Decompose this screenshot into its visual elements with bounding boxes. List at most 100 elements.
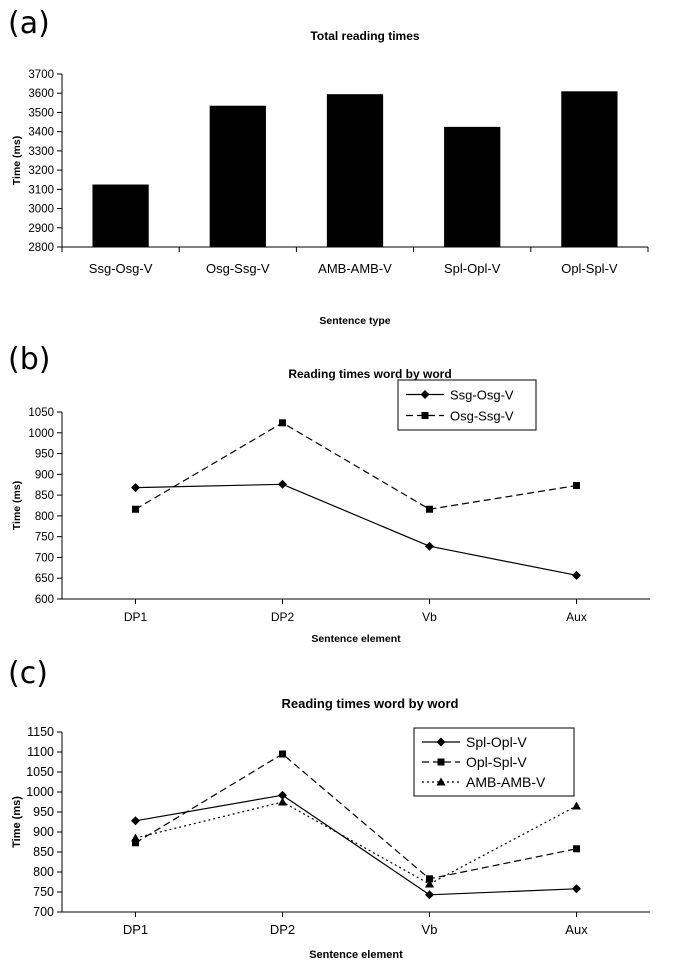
panel-b: (b) Reading times word by word 600 650 700 7… — [0, 330, 681, 650]
data-point-square — [132, 505, 139, 513]
y-tick-label: 2900 — [28, 223, 54, 235]
y-tick-label: 3000 — [28, 204, 54, 216]
data-point-diamond — [572, 570, 581, 580]
x-tick-label: Ssg-Osg-V — [89, 261, 153, 276]
line-chart-reading-times-b: Reading times word by word 600 650 700 750 80… — [11, 367, 650, 645]
series-line — [135, 794, 577, 896]
y-tick-label: 800 — [33, 865, 54, 879]
series-line — [135, 801, 577, 885]
data-point-square — [279, 419, 286, 427]
bar — [92, 184, 149, 247]
panel-c: (c) Reading times word by word 700 750 800 8… — [0, 650, 681, 966]
y-tick-label: 3300 — [28, 146, 54, 158]
bar-chart-total-reading-times: Total reading times 2800 2900 3000 3100 3200 3… — [11, 29, 649, 327]
bar — [209, 105, 266, 247]
data-point-triangle — [131, 833, 140, 842]
chart-title: Reading times word by word — [288, 367, 451, 381]
bar — [444, 126, 501, 247]
panel-label: (c) — [8, 656, 48, 691]
y-tick-label: 900 — [33, 825, 54, 839]
y-tick-label: 700 — [33, 905, 54, 919]
data-point-square — [132, 839, 139, 847]
y-tick-label: 1100 — [27, 745, 54, 759]
x-tick-label: DP1 — [124, 610, 148, 624]
panel-label: (b) — [8, 342, 51, 377]
legend-label: Ssg-Osg-V — [450, 388, 514, 403]
series-line — [135, 483, 577, 576]
bar — [561, 91, 618, 247]
y-tick-label: 3700 — [28, 69, 54, 81]
x-axis-label: Sentence element — [311, 633, 401, 645]
data-point-square — [279, 750, 286, 758]
y-tick-label: 3100 — [28, 184, 54, 196]
data-point-diamond — [420, 390, 430, 399]
y-tick-label: 1050 — [28, 407, 54, 419]
x-tick-label: Aux — [565, 922, 588, 937]
data-point-square — [426, 875, 433, 883]
legend-box — [397, 379, 537, 431]
y-tick-label: 1050 — [26, 765, 54, 779]
y-tick-label: 650 — [35, 573, 54, 585]
data-point-diamond — [425, 890, 434, 900]
y-tick-label: 900 — [35, 469, 54, 481]
line-chart-reading-times-c: Reading times word by word 700 750 800 850 90… — [11, 696, 650, 961]
data-point-triangle — [436, 777, 446, 786]
y-tick-label: 600 — [35, 594, 54, 606]
x-tick-label: Vb — [422, 922, 438, 937]
data-point-diamond — [572, 884, 581, 894]
y-tick-label: 3200 — [28, 165, 54, 177]
y-tick-label: 1150 — [27, 725, 54, 739]
chart-title: Reading times word by word — [282, 696, 459, 711]
y-tick-label: 850 — [35, 490, 54, 502]
bar — [326, 94, 384, 247]
x-tick-label: Vb — [422, 610, 437, 624]
data-point-diamond — [131, 816, 140, 826]
x-tick-label: DP1 — [123, 922, 148, 937]
data-point-diamond — [278, 790, 287, 800]
series-line — [135, 753, 577, 880]
data-point-diamond — [131, 483, 140, 493]
y-tick-label: 800 — [35, 511, 54, 523]
y-tick-label: 1000 — [26, 785, 54, 799]
y-tick-label: 950 — [35, 449, 54, 461]
y-tick-label: 700 — [35, 552, 54, 564]
panel-label: (a) — [8, 6, 50, 41]
y-axis-label: Time (ms) — [11, 796, 23, 848]
y-tick-label: 950 — [33, 805, 54, 819]
x-tick-label: DP2 — [270, 922, 295, 937]
data-point-square — [573, 845, 580, 853]
chart-title: Total reading times — [310, 29, 419, 43]
x-tick-label: DP2 — [271, 610, 295, 624]
y-tick-label: 750 — [35, 532, 54, 544]
x-tick-label: Osg-Ssg-V — [206, 261, 270, 276]
y-tick-label: 750 — [33, 885, 54, 899]
x-axis-label: Sentence type — [319, 315, 390, 327]
data-point-triangle — [572, 801, 581, 810]
data-point-square — [421, 412, 429, 419]
y-tick-label: 850 — [33, 845, 54, 859]
data-point-triangle — [278, 797, 287, 806]
x-tick-label: Opl-Spl-V — [561, 261, 618, 276]
data-point-diamond — [436, 737, 446, 747]
data-point-diamond — [278, 479, 287, 489]
series-line — [135, 422, 577, 510]
legend-label: Spl-Opl-V — [466, 734, 527, 750]
data-point-square — [426, 505, 433, 513]
x-tick-label: AMB-AMB-V — [318, 261, 392, 276]
x-tick-label: Aux — [566, 610, 587, 624]
y-tick-label: 3500 — [28, 107, 54, 119]
y-tick-label: 3400 — [28, 127, 54, 139]
y-axis-label: Time (ms) — [11, 136, 23, 185]
y-tick-label: 1000 — [28, 428, 54, 440]
y-tick-label: 2800 — [28, 242, 54, 254]
data-point-square — [437, 758, 445, 766]
y-axis-label: Time (ms) — [11, 481, 23, 530]
x-tick-label: Spl-Opl-V — [444, 261, 501, 276]
data-point-diamond — [425, 541, 434, 551]
panel-a: (a) Total reading times 2800 2900 3000 3100 3… — [0, 0, 681, 330]
legend-label: Opl-Spl-V — [466, 754, 527, 770]
data-point-square — [573, 482, 580, 490]
y-tick-label: 3600 — [28, 88, 54, 100]
x-axis-label: Sentence element — [309, 949, 403, 961]
legend-label: Osg-Ssg-V — [450, 409, 514, 424]
